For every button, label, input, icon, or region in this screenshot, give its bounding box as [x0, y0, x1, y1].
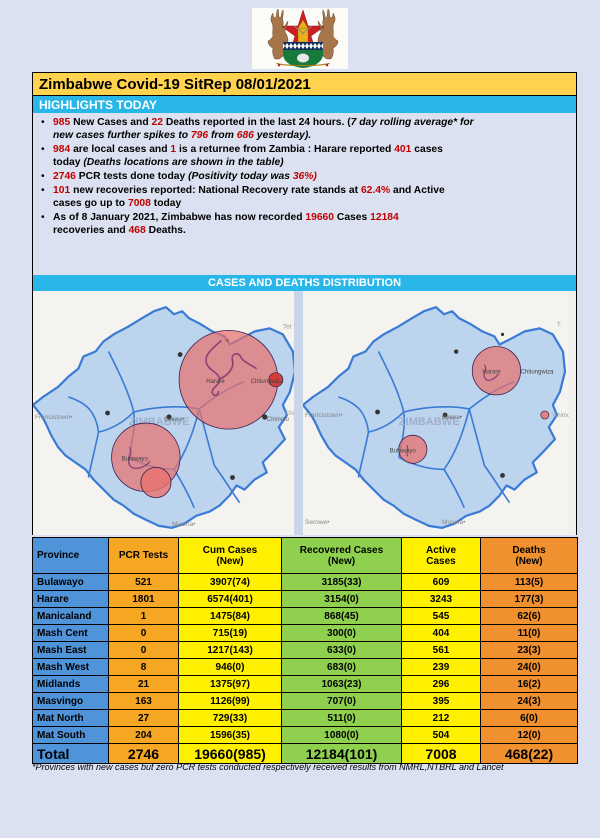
- svg-text:Chitungwiza: Chitungwiza: [521, 370, 554, 376]
- svg-text:Harare: Harare: [206, 379, 225, 385]
- svg-text:T: T: [557, 321, 561, 328]
- svg-text:Francistown•: Francistown•: [35, 414, 73, 421]
- svg-text:Serowe•: Serowe•: [305, 519, 330, 526]
- svg-text:Tet: Tet: [283, 323, 292, 330]
- svg-text:Bulawayo: Bulawayo: [122, 456, 149, 462]
- svg-text:Musina•: Musina•: [172, 521, 196, 528]
- svg-text:Chimo: Chimo: [553, 413, 569, 419]
- svg-text:Bulawayo: Bulawayo: [390, 448, 417, 454]
- svg-text:Harare: Harare: [482, 370, 501, 376]
- svg-text:Gweru•: Gweru•: [164, 417, 184, 423]
- svg-text:Chitungwiza: Chitungwiza: [251, 379, 284, 385]
- svg-text:Francistown•: Francistown•: [305, 412, 343, 419]
- svg-text:Gweru•: Gweru•: [442, 415, 462, 421]
- svg-text:Chimoio: Chimoio: [267, 417, 290, 423]
- svg-text:Musina•: Musina•: [442, 519, 466, 526]
